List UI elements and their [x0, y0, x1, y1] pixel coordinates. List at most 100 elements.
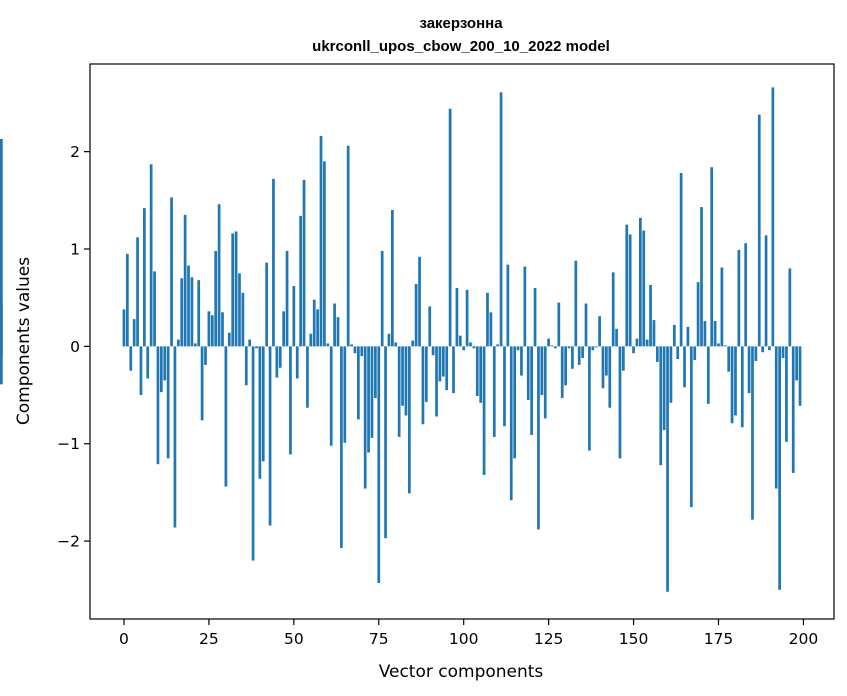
bar-component-7	[146, 346, 150, 379]
bar-component-142	[605, 346, 608, 376]
bar-component-72	[367, 346, 370, 453]
bar-component-158	[659, 346, 663, 466]
bar-component-127	[554, 346, 557, 349]
bar-component-13	[166, 346, 170, 459]
bar-component-23	[200, 346, 204, 421]
bar-component-57	[316, 309, 319, 347]
bar-component-11	[159, 346, 163, 393]
bar-component-3	[132, 319, 136, 347]
bar-component-161	[669, 346, 673, 403]
bar-component-196	[788, 268, 792, 347]
y-axis: −2 −1 0 1 2	[57, 143, 90, 551]
bar-component-139	[594, 346, 598, 348]
bar-component-136	[584, 303, 588, 347]
bar-component-70	[360, 346, 364, 357]
bar-component-157	[655, 346, 659, 362]
bar-component-87	[418, 256, 421, 347]
bar-component-80	[394, 342, 398, 347]
bar-component-69	[357, 346, 360, 420]
bar-component-9	[153, 271, 156, 347]
bar-component-176	[720, 267, 724, 347]
bar-component-141	[601, 346, 605, 389]
bar-component-143	[608, 346, 612, 408]
bar-component-83	[404, 346, 408, 416]
x-tick-label: 150	[619, 630, 649, 648]
bar-component-154	[645, 339, 649, 347]
bar-component-137	[588, 346, 591, 451]
bar-component-24	[204, 346, 207, 365]
bar-component-44	[272, 178, 275, 347]
bar-component-171	[703, 321, 707, 347]
bar-component-186	[754, 346, 758, 361]
bar-component-146	[618, 346, 622, 459]
bar-component-183	[744, 243, 748, 347]
x-tick-label: 200	[789, 630, 819, 648]
bar-component-20	[190, 277, 194, 347]
y-tick-label: 0	[70, 338, 80, 356]
bar-component-28	[217, 204, 221, 347]
bar-component-49	[289, 346, 292, 455]
bar-component-111	[499, 92, 503, 347]
bar-component-185	[751, 346, 754, 520]
bar-component-73	[370, 346, 374, 438]
bar-component-119	[526, 346, 530, 400]
bar-component-51	[295, 346, 299, 379]
y-tick-label: 1	[70, 241, 80, 259]
bar-component-165	[683, 346, 686, 388]
bar-component-76	[380, 250, 384, 347]
bar-component-182	[740, 346, 744, 428]
bar-component-113	[506, 264, 510, 347]
x-axis-label: Vector components	[379, 662, 544, 682]
bar-component-177	[723, 345, 727, 347]
bar-component-192	[774, 346, 778, 489]
x-tick-label: 100	[449, 630, 479, 648]
bar-component-104	[475, 346, 479, 397]
bar-component-17	[180, 278, 184, 347]
bar-component-12	[163, 346, 167, 381]
x-tick-label: 75	[369, 630, 389, 648]
bar-component-152	[639, 217, 642, 347]
bar-series	[0, 87, 802, 592]
bar-component-30	[224, 346, 228, 487]
bar-component-169	[696, 282, 700, 347]
bar-component-117	[520, 346, 523, 376]
bar-component-31	[227, 332, 231, 347]
bar-component-2	[129, 346, 133, 371]
bar-component-33	[234, 231, 238, 347]
bar-component-32	[231, 233, 235, 347]
bar-component-109	[492, 346, 496, 437]
bar-component-133	[574, 260, 578, 347]
bar-component-54	[306, 346, 309, 408]
bar-component-199	[798, 346, 802, 406]
bar-component-123	[540, 346, 544, 396]
bar-component-59	[323, 161, 326, 347]
bar-component-6	[143, 208, 146, 347]
bar-component-194	[781, 346, 785, 359]
bar-component-45	[275, 346, 279, 378]
bar-component-27	[214, 250, 218, 347]
bar-component-122	[537, 346, 540, 530]
bar-component-114	[509, 346, 513, 501]
bar-component-129	[560, 346, 564, 398]
bar-component-16	[176, 339, 180, 347]
bar-component-61	[329, 346, 333, 446]
chart-title-line2: ukrconll_upos_cbow_200_10_2022 model	[312, 38, 610, 55]
y-tick-label: 2	[70, 143, 80, 161]
bar-component-43	[268, 346, 272, 526]
bar-component-58	[319, 136, 323, 347]
bar-component-140	[598, 316, 601, 347]
y-tick-label: −1	[57, 435, 80, 453]
bar-component-107	[486, 292, 489, 347]
bar-component-101	[465, 289, 469, 347]
bar-component-75	[377, 346, 381, 583]
bar-component-68	[353, 346, 357, 354]
bar-component-102	[469, 342, 472, 347]
bar-component-36	[244, 346, 248, 386]
bar-component-8	[149, 164, 153, 347]
bar-component-60	[326, 343, 330, 347]
bar-component-1	[126, 253, 129, 347]
bar-component-84	[407, 346, 411, 494]
bar-component-162	[672, 324, 676, 347]
bar-component-121	[533, 287, 537, 347]
bar-component-134	[577, 346, 581, 365]
